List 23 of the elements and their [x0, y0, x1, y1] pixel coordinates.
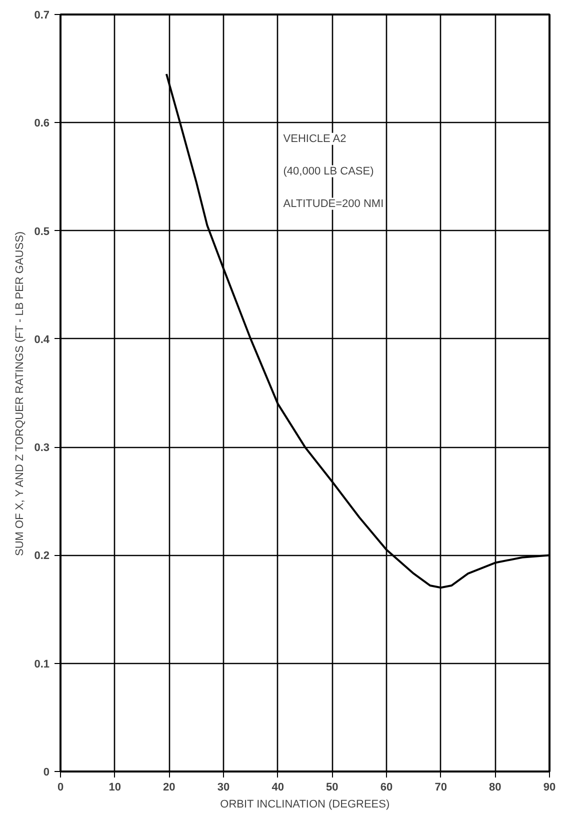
y-tick-label: 0.3: [34, 442, 50, 454]
x-tick-label: 20: [163, 782, 176, 794]
x-tick-label: 90: [543, 782, 556, 794]
y-tick-label: 0.6: [34, 118, 50, 130]
x-axis-title: ORBIT INCLINATION (DEGREES): [220, 798, 390, 810]
x-tick-label: 30: [217, 782, 230, 794]
y-tick-label: 0.7: [34, 10, 50, 22]
y-tick-label: 0: [43, 766, 50, 778]
x-tick-label: 40: [272, 782, 284, 794]
annotation: VEHICLE A2: [283, 132, 346, 145]
x-tick-label: 50: [326, 782, 338, 794]
x-tick-label: 70: [434, 782, 447, 794]
y-tick-label: 0.4: [34, 334, 50, 346]
y-tick-label: 0.2: [34, 550, 50, 562]
x-tick-label: 10: [108, 782, 121, 794]
x-tick-label: 60: [380, 782, 393, 794]
x-tick-label: 0: [57, 782, 64, 794]
y-tick-label: 0.5: [34, 226, 50, 238]
x-tick-label: 80: [489, 782, 502, 794]
annotation: ALTITUDE=200 NMI: [283, 198, 384, 210]
y-axis-title: SUM OF X, Y AND Z TORQUER RATINGS (FT - LB PER GAUSS): [14, 231, 26, 556]
annotation: (40,000 LB CASE): [283, 165, 374, 178]
y-tick-label: 0.1: [34, 658, 50, 670]
